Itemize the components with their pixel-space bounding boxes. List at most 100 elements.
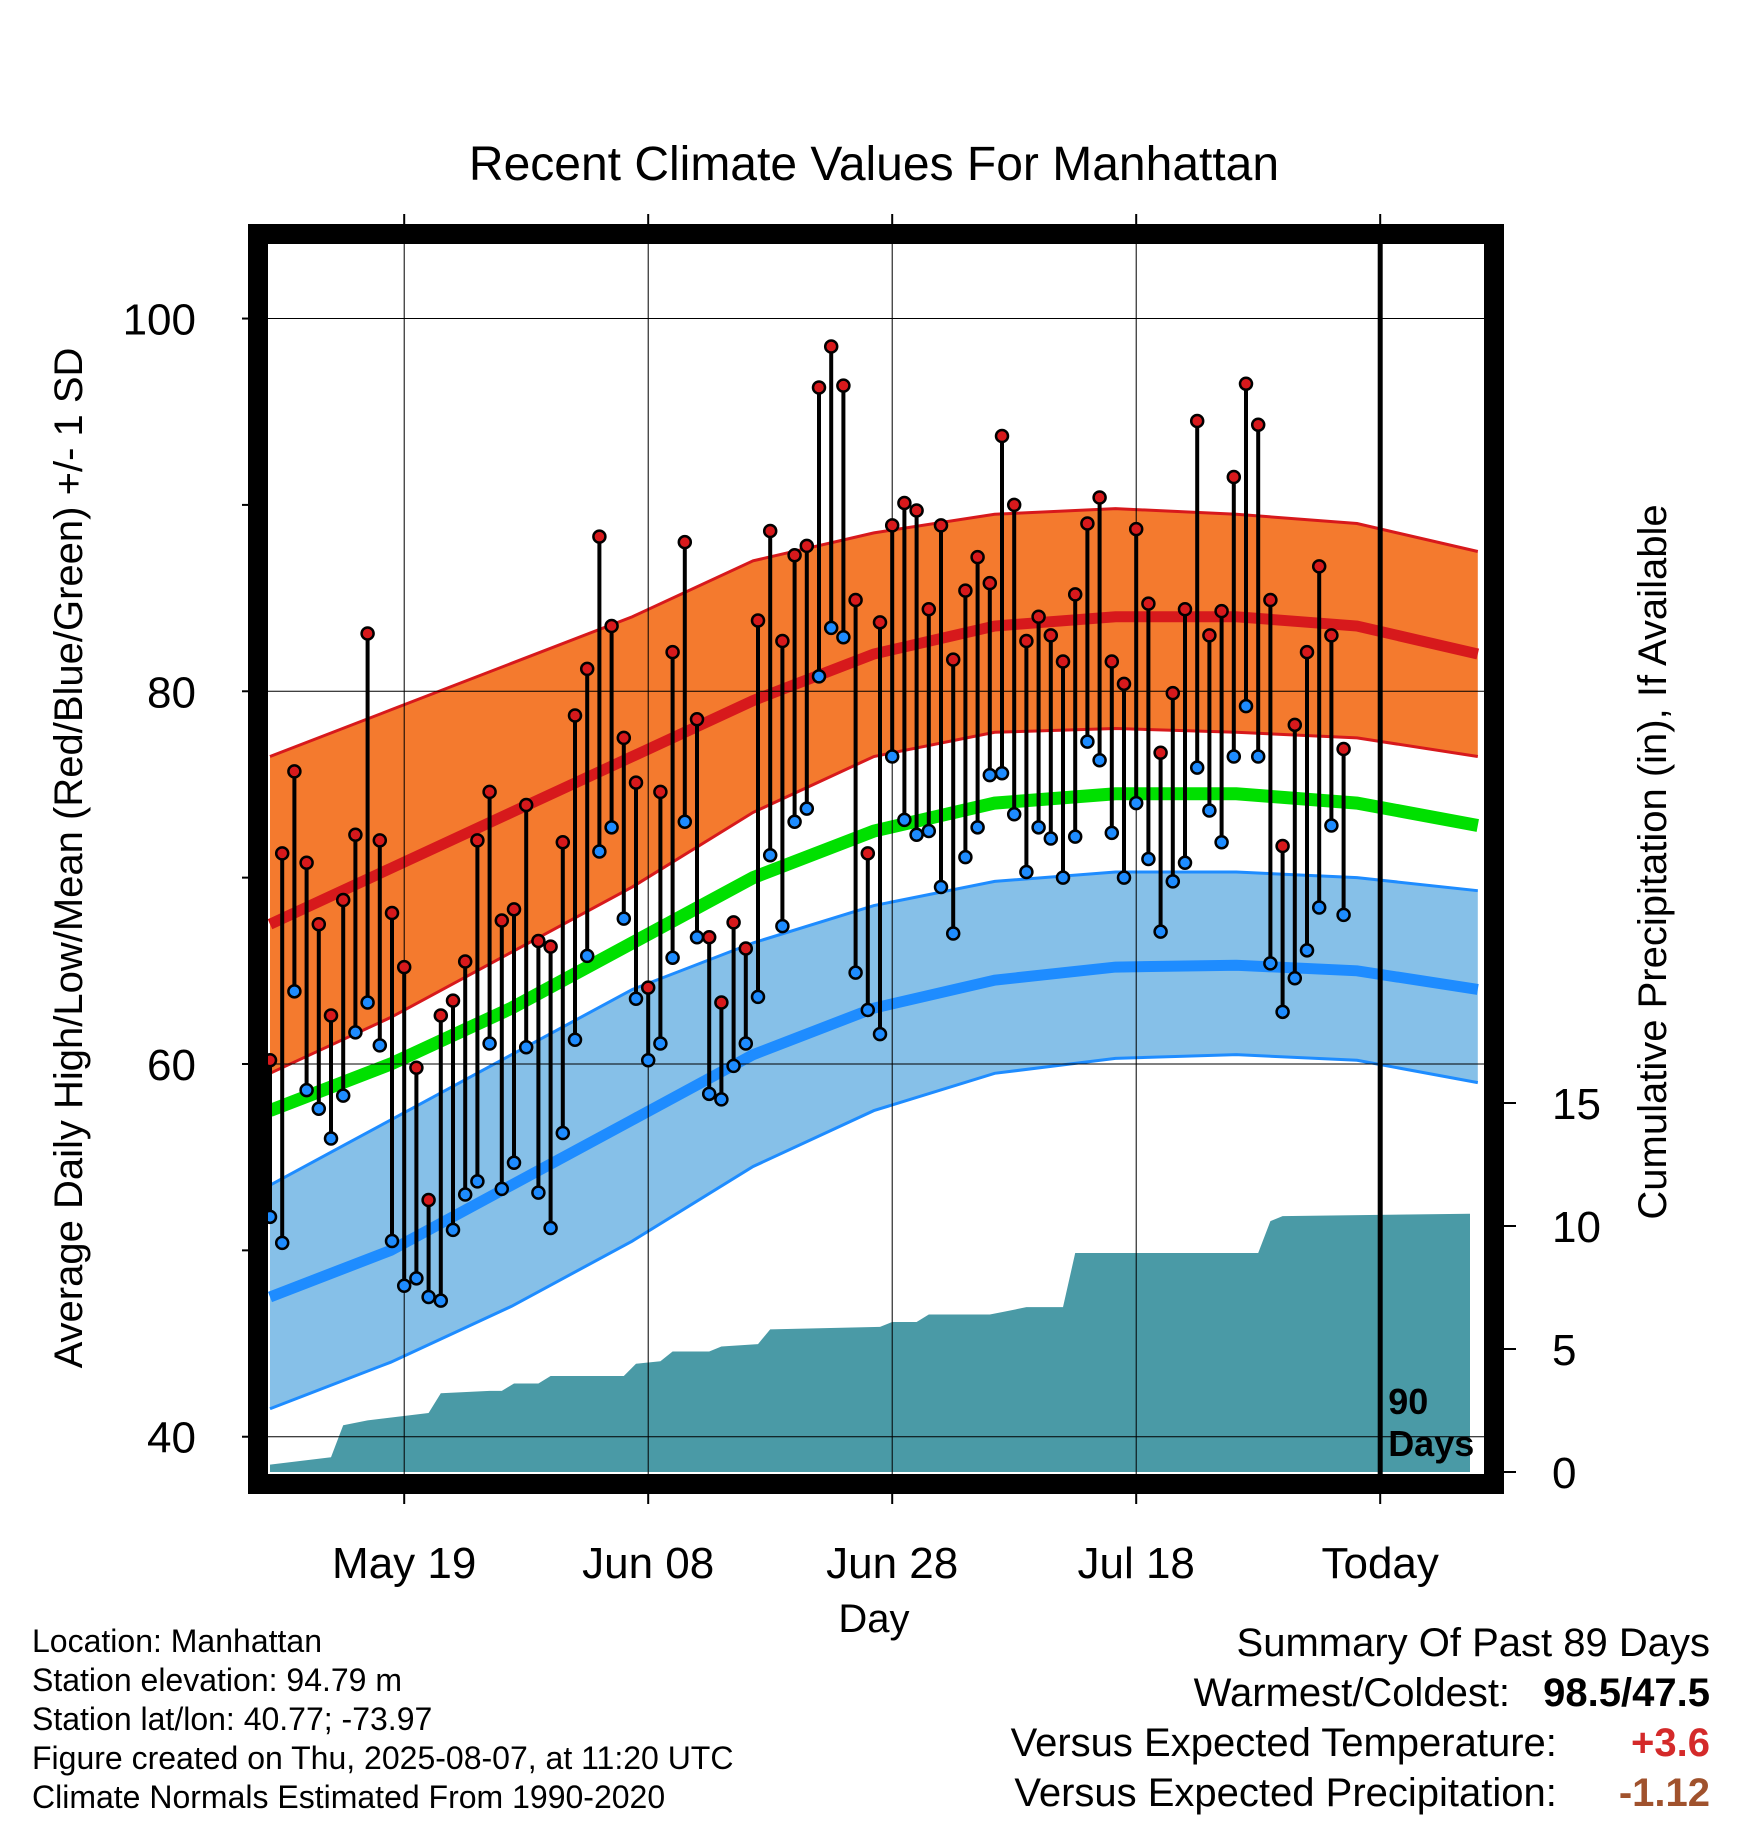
- daily-high-point: [1128, 521, 1144, 537]
- daily-low-point: [738, 1036, 754, 1051]
- daily-high-point: [775, 633, 790, 649]
- daily-low-point: [811, 669, 827, 684]
- daily-high-point: [604, 618, 619, 634]
- daily-high-point: [1263, 592, 1278, 608]
- daily-low-point: [958, 849, 973, 865]
- normal-mean-line: [268, 787, 1479, 1117]
- daily-low-point: [1177, 855, 1193, 870]
- daily-high-point: [836, 378, 851, 393]
- daily-low-point: [897, 812, 912, 828]
- daily-low-point: [470, 1174, 485, 1189]
- daily-high-point: [372, 833, 388, 848]
- daily-low-point: [604, 820, 619, 835]
- daily-low-point: [311, 1101, 327, 1116]
- daily-high-point: [1336, 741, 1351, 757]
- info-location: Location: Manhattan: [32, 1623, 322, 1659]
- daily-low-point: [1336, 907, 1351, 923]
- daily-low-point: [421, 1289, 436, 1305]
- daily-high-point: [994, 428, 1010, 444]
- plot-area: 90 Days May 19 Jun 08 Jun 28 Jul 18 Today 40 60 8…: [123, 214, 1601, 1588]
- daily-low-point: [287, 984, 302, 999]
- daily-low-point: [1165, 874, 1181, 889]
- daily-high-point: [506, 902, 522, 917]
- daily-high-point: [884, 518, 900, 533]
- daily-low-point: [372, 1038, 388, 1053]
- daily-high-point: [470, 833, 485, 848]
- x-tick-label: Jun 28: [826, 1539, 958, 1588]
- daily-low-point: [1104, 825, 1120, 841]
- daily-low-point: [848, 965, 863, 980]
- info-elevation: Station elevation: 94.79 m: [32, 1662, 403, 1698]
- daily-high-point: [1043, 628, 1059, 643]
- daily-low-point: [762, 848, 778, 863]
- daily-high-point: [1311, 559, 1327, 574]
- daily-low-point: [531, 1185, 546, 1200]
- daily-low-point: [457, 1187, 473, 1202]
- daily-high-point: [848, 592, 863, 608]
- daily-low-point: [1092, 752, 1107, 768]
- daily-high-point: [1226, 469, 1242, 485]
- x-tick-label: Jul 18: [1077, 1539, 1194, 1588]
- daily-high-point: [1275, 838, 1290, 854]
- daily-low-point: [494, 1181, 510, 1197]
- daily-high-point: [897, 495, 912, 511]
- daily-low-point: [335, 1088, 351, 1103]
- daily-high-point: [543, 939, 558, 954]
- daily-low-point: [1299, 943, 1315, 958]
- daily-high-point: [1238, 376, 1254, 392]
- daily-low-point: [860, 1002, 876, 1018]
- daily-low-point: [543, 1220, 558, 1236]
- daily-high-point: [1104, 654, 1120, 669]
- daily-high-point: [1153, 745, 1168, 761]
- warm-cold-label: Warmest/Coldest:: [1193, 1671, 1511, 1715]
- daily-high-point: [592, 529, 607, 544]
- daily-low-point: [1311, 900, 1327, 915]
- daily-low-point: [1214, 834, 1229, 850]
- y-tick-label: 80: [147, 668, 196, 717]
- info-latlon: Station lat/lon: 40.77; -73.97: [32, 1701, 433, 1737]
- daily-high-point: [1299, 644, 1315, 660]
- daily-high-point: [531, 933, 546, 949]
- high-sd-band: [270, 508, 1478, 1074]
- y-tick-label: 100: [123, 296, 196, 345]
- low-sd-band-lower-edge: [269, 1053, 1479, 1411]
- y-axis-label-left: Average Daily High/Low/Mean (Red/Blue/Gr…: [47, 348, 91, 1369]
- daily-high-point: [921, 602, 937, 617]
- daily-high-point: [665, 644, 680, 660]
- daily-low-point: [970, 820, 985, 835]
- today-days-label-line: 90: [1388, 1381, 1428, 1422]
- daily-high-point: [860, 846, 876, 861]
- low-sd-band: [270, 872, 1478, 1409]
- warm-cold-value: 98.5/47.5: [1543, 1671, 1710, 1715]
- daily-high-point: [396, 959, 412, 975]
- daily-high-point: [360, 626, 375, 641]
- daily-low-point: [384, 1233, 400, 1249]
- daily-high-point: [1165, 685, 1181, 701]
- daily-low-point: [1226, 749, 1242, 764]
- daily-high-point: [335, 892, 351, 908]
- daily-low-point: [1202, 803, 1217, 818]
- daily-high-point: [1177, 602, 1193, 617]
- daily-high-point: [1080, 516, 1095, 531]
- precip-anomaly-label: Versus Expected Precipitation:: [1014, 1771, 1557, 1815]
- daily-low-point: [299, 1082, 314, 1098]
- daily-low-point: [1128, 795, 1144, 811]
- daily-low-point: [1080, 734, 1095, 749]
- daily-low-point: [1238, 698, 1254, 714]
- daily-high-point: [518, 797, 534, 813]
- daily-high-point: [933, 518, 949, 533]
- daily-low-point: [921, 823, 937, 839]
- daily-low-point: [1055, 870, 1071, 885]
- daily-high-point: [787, 547, 802, 563]
- summary-heading: Summary Of Past 89 Days: [1236, 1621, 1710, 1665]
- daily-high-point: [701, 930, 717, 945]
- daily-high-point: [640, 980, 656, 995]
- daily-high-point: [287, 764, 302, 779]
- daily-low-point: [994, 766, 1010, 781]
- high-sd-band-lower-edge: [269, 727, 1479, 1075]
- daily-high-point: [323, 1008, 339, 1023]
- x-axis-label: Day: [838, 1597, 909, 1641]
- daily-low-point: [1287, 971, 1303, 986]
- precip-tick-label: 0: [1552, 1449, 1576, 1498]
- daily-high-point: [970, 549, 985, 565]
